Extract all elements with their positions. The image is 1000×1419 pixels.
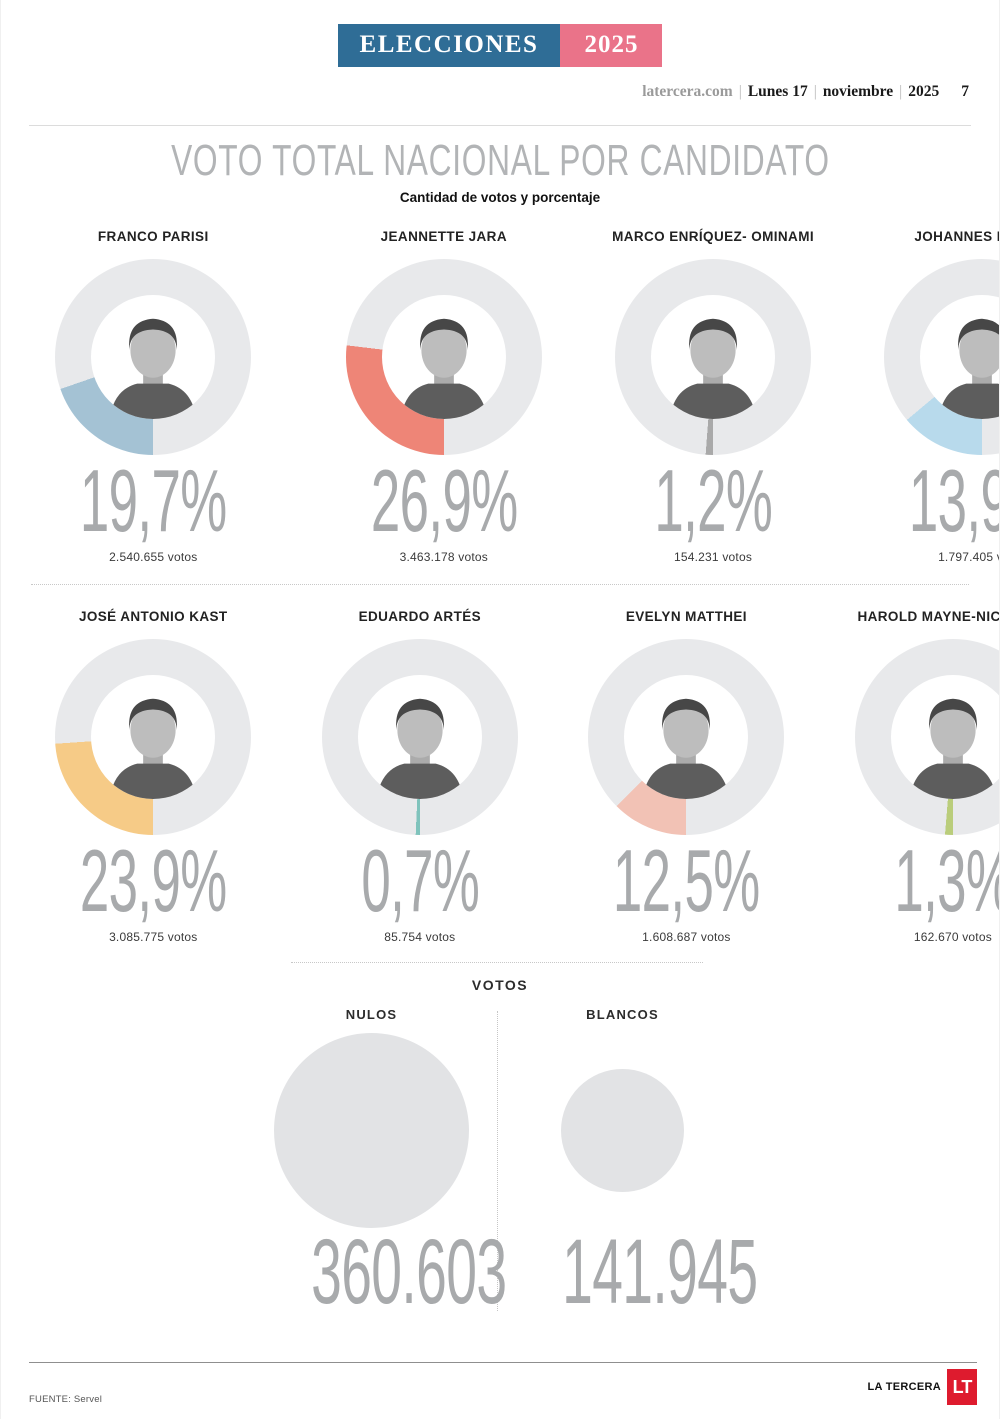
meta-separator: | xyxy=(738,83,742,100)
blancos-circle xyxy=(561,1068,684,1192)
candidate-pct: 1,3% xyxy=(893,831,999,931)
blancos-label: BLANCOS xyxy=(586,1007,659,1023)
candidate-photo xyxy=(920,295,999,420)
person-silhouette-icon xyxy=(109,318,197,420)
badge-elecciones: ELECCIONES xyxy=(337,24,561,67)
meta-day: Lunes 17 xyxy=(747,83,808,100)
candidate-name: JOSÉ ANTONIO KAST xyxy=(78,609,228,625)
candidate-pct: 23,9% xyxy=(79,831,227,931)
person-silhouette-icon xyxy=(400,318,488,420)
page-footer: FUENTE: Servel LA TERCERA LT xyxy=(29,1362,977,1405)
candidate-votes: 1.608.687 votos xyxy=(642,930,731,945)
candidate-photo xyxy=(651,295,776,420)
candidate-photo xyxy=(890,675,999,800)
footer-divider xyxy=(29,1362,977,1363)
candidate-pct: 1,2% xyxy=(654,451,773,551)
header-divider xyxy=(29,125,971,126)
candidate-pct: 0,7% xyxy=(360,831,480,931)
candidate-name: EVELYN MATTHEI xyxy=(625,609,747,625)
candidate-votes: 3.463.178 votos xyxy=(399,550,488,565)
person-silhouette-icon xyxy=(909,698,997,800)
candidate-name: EDUARDO ARTÉS xyxy=(358,609,482,625)
candidate-votes: 2.540.655 votos xyxy=(109,550,198,565)
donut-chart xyxy=(345,259,542,456)
candidate-cell: FRANCO PARISI 19,7% 2.540.655 votos xyxy=(31,229,276,564)
person-silhouette-icon xyxy=(643,698,730,800)
person-silhouette-icon xyxy=(669,318,757,420)
person-silhouette-icon xyxy=(938,318,999,420)
candidate-name: MARCO ENRÍQUEZ- OMINAMI xyxy=(612,229,814,245)
row-separator-dotted xyxy=(31,584,969,586)
candidates-row-2: JOSÉ ANTONIO KAST 23,9% 3.085.775 votos … xyxy=(31,609,999,945)
votos-separator-dotted xyxy=(291,962,703,964)
nulos-label: NULOS xyxy=(345,1007,398,1023)
site-url: latercera.com xyxy=(642,83,733,100)
candidate-cell: EDUARDO ARTÉS 0,7% 85.754 votos xyxy=(321,609,519,945)
votos-vertical-divider xyxy=(497,1011,498,1312)
candidate-cell: JOSÉ ANTONIO KAST 23,9% 3.085.775 votos xyxy=(31,609,276,944)
newspaper-meta-line: latercera.com | Lunes 17 | noviembre | 2025 7 xyxy=(1,83,999,101)
meta-separator: | xyxy=(813,83,817,100)
candidate-votes: 1.797.405 votos xyxy=(938,550,999,565)
candidate-votes: 3.085.775 votos xyxy=(109,930,198,945)
donut-chart xyxy=(884,259,999,456)
candidate-pct: 12,5% xyxy=(613,831,760,931)
badge-year: 2025 xyxy=(560,24,663,67)
donut-chart xyxy=(55,259,252,456)
blancos-value: 141.945 xyxy=(562,1221,758,1324)
meta-separator: | xyxy=(899,83,903,100)
donut-chart xyxy=(588,639,785,836)
candidate-name: JEANNETTE JARA xyxy=(380,229,507,245)
nulos-value: 360.603 xyxy=(311,1221,507,1324)
candidate-cell: JEANNETTE JARA 26,9% 3.463.178 votos xyxy=(322,229,567,564)
votos-blancos-column: BLANCOS 141.945 xyxy=(497,1007,758,1318)
person-silhouette-icon xyxy=(109,698,197,800)
candidate-name: HAROLD MAYNE-NICHOLLS xyxy=(857,609,1000,625)
elecciones-2025-badge: ELECCIONES 2025 xyxy=(337,24,663,67)
candidate-pct: 13,9% xyxy=(908,451,999,551)
candidate-cell: HAROLD MAYNE-NICHOLLS 1,3% 162.670 votos xyxy=(854,609,1000,945)
page-number: 7 xyxy=(961,83,969,100)
candidate-cell: JOHANNES KAISER 13,9% 1.797.405 votos xyxy=(860,229,999,565)
brand-name: LA TERCERA xyxy=(867,1381,941,1393)
donut-chart xyxy=(55,639,252,836)
la-tercera-logo: LT xyxy=(947,1369,977,1405)
candidate-photo xyxy=(624,675,749,800)
candidate-photo xyxy=(357,675,482,800)
candidate-pct: 19,7% xyxy=(79,451,227,551)
candidate-name: FRANCO PARISI xyxy=(97,229,209,245)
candidate-name: JOHANNES KAISER xyxy=(914,229,999,245)
header-badge-row: ELECCIONES 2025 xyxy=(1,0,999,67)
donut-chart xyxy=(321,639,518,836)
page-title: VOTO TOTAL NACIONAL POR CANDIDATO xyxy=(170,136,830,185)
nulos-circle xyxy=(274,1032,469,1228)
votos-section-title: VOTOS xyxy=(471,977,529,994)
meta-year: 2025 xyxy=(908,83,940,100)
candidate-votes: 154.231 votos xyxy=(674,550,753,565)
donut-chart xyxy=(615,259,812,456)
votos-columns: NULOS 360.603 BLANCOS 141.945 xyxy=(246,1007,758,1318)
candidate-cell: MARCO ENRÍQUEZ- OMINAMI 1,2% 154.231 vot… xyxy=(612,229,814,564)
source-credit: FUENTE: Servel xyxy=(29,1394,103,1405)
candidate-votes: 162.670 votos xyxy=(913,930,992,945)
candidates-row-1: FRANCO PARISI 19,7% 2.540.655 votos JEAN… xyxy=(31,229,999,564)
votos-nulos-column: NULOS 360.603 xyxy=(246,1007,507,1318)
candidate-cell: EVELYN MATTHEI 12,5% 1.608.687 votos xyxy=(564,609,809,944)
person-silhouette-icon xyxy=(376,698,464,800)
candidate-photo xyxy=(91,295,216,420)
page-subtitle: Cantidad de votos y porcentaje xyxy=(399,190,601,206)
donut-chart xyxy=(854,639,999,836)
meta-month: noviembre xyxy=(822,83,894,100)
candidate-pct: 26,9% xyxy=(370,451,518,551)
candidate-votes: 85.754 votos xyxy=(384,930,456,945)
candidate-photo xyxy=(381,295,506,420)
candidate-photo xyxy=(91,675,216,800)
